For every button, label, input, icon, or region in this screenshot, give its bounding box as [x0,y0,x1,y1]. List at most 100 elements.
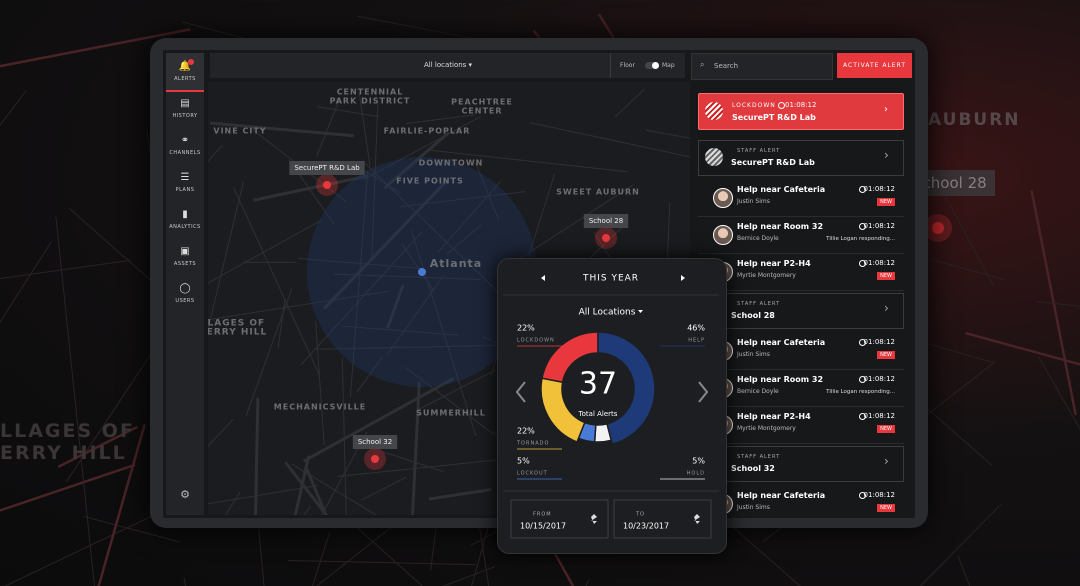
lockdown-icon [705,102,723,120]
street [209,121,354,138]
alert-name: Justin Sims [737,198,770,205]
street [645,129,690,139]
date-stepper [694,514,700,524]
phone [497,258,727,554]
nav-icon[interactable]: ◯ [179,283,191,294]
alert-row[interactable] [698,254,904,291]
chevron-right [698,381,709,403]
date-value: 10/15/2017 [520,522,566,531]
group-header[interactable] [698,140,904,176]
sidebar-active [166,53,204,92]
nav-label: ASSETS [173,261,197,267]
search-box[interactable] [691,53,833,80]
marker [602,234,610,242]
nav-icon[interactable]: ▮ [182,209,188,220]
road [1030,190,1077,416]
avatar [713,188,733,208]
location-text: All locations [424,61,467,69]
street [208,144,223,162]
marker-label-bg [289,161,365,175]
street [363,116,482,180]
dropdown-caret [638,310,643,313]
alert-row[interactable] [698,407,904,444]
search-icon: ⌕ [700,60,705,69]
clock-icon [859,376,866,383]
street [358,92,371,166]
nav-icon[interactable]: ▣ [180,246,190,257]
marker-label-bg [583,214,629,228]
topbar [210,53,685,78]
road [0,28,191,68]
donut-segment [540,377,586,443]
street [417,365,504,411]
road [83,515,181,543]
map-label: CENTER [461,107,502,116]
alert-time: 01:08:12 [863,259,895,267]
divider [610,53,611,78]
alert-time: 01:08:12 [785,101,817,109]
settings-icon[interactable]: ⚙ [180,488,190,501]
alert-title: Help near Room 32 [737,375,824,384]
map-label: SUMMERHILL [416,409,486,418]
chevron: › [884,454,889,468]
alert-row[interactable] [698,333,904,370]
street [300,231,422,366]
road [1036,300,1080,307]
group-location: SecurePT R&D Lab [731,158,815,167]
street [245,288,293,417]
marker [323,181,331,189]
current-location [418,268,426,276]
group-header[interactable] [698,293,904,329]
toggle[interactable] [645,62,659,69]
segment-percent: 22% [517,427,535,436]
bg-label: AUBURN [928,110,1021,130]
nav-icon[interactable]: ☰ [180,172,190,183]
date-label: TO [635,512,645,518]
date-box [613,499,712,539]
chevron-left [515,381,526,403]
alert-time: 01:08:12 [863,338,895,346]
alert-row[interactable] [698,370,904,407]
nav-icon[interactable]: 🔔 [178,61,192,72]
location-select[interactable]: All locations ▾ [424,61,473,69]
group-type: STAFF ALERT [737,148,781,154]
street [284,461,329,515]
street [446,224,482,255]
nav-label: PLANS [175,187,195,193]
alert-row[interactable] [698,180,904,217]
analytics-widget: THIS YEAR All Locations 22% LOCKDOWN 46% HELP… [503,274,719,539]
nav-icon[interactable]: ⚭ [180,135,190,146]
group-header[interactable] [698,446,904,482]
street [349,170,369,398]
group-type: STAFF ALERT [737,301,781,307]
new-badge: NEW [877,272,895,280]
road [97,423,146,586]
street [233,187,321,377]
road [712,509,801,586]
marker-label: School 28 [589,217,623,225]
chevron: › [884,104,888,115]
nav-label: CHANNELS [169,150,201,156]
nav-icon[interactable]: ▤ [180,98,190,109]
street [208,485,318,505]
chevron: › [884,148,889,162]
alert-row[interactable] [698,217,904,254]
new-badge: NEW [877,351,895,359]
street [382,451,444,473]
clock-icon [859,223,866,230]
street [314,344,519,350]
street [302,377,454,463]
alert-name: Bernice Doyle [737,388,779,395]
activate-button[interactable]: ACTIVATE ALERT [837,53,912,78]
street [208,290,390,321]
alert-title: Help near Cafeteria [737,338,826,347]
alert-title: Help near Cafeteria [737,185,826,194]
alert-name: Myrtie Montgomery [737,425,796,432]
map-label: CENTENNIAL [337,88,404,97]
street [291,463,378,515]
sidebar: 🔔 ALERTS ▤ HISTORY ⚭ CHANNELS ☰ PLANS ▮ ANALYTICS… [166,53,204,515]
street [428,487,492,501]
lockdown-card[interactable] [698,93,904,130]
floor-label: Floor [620,62,635,69]
